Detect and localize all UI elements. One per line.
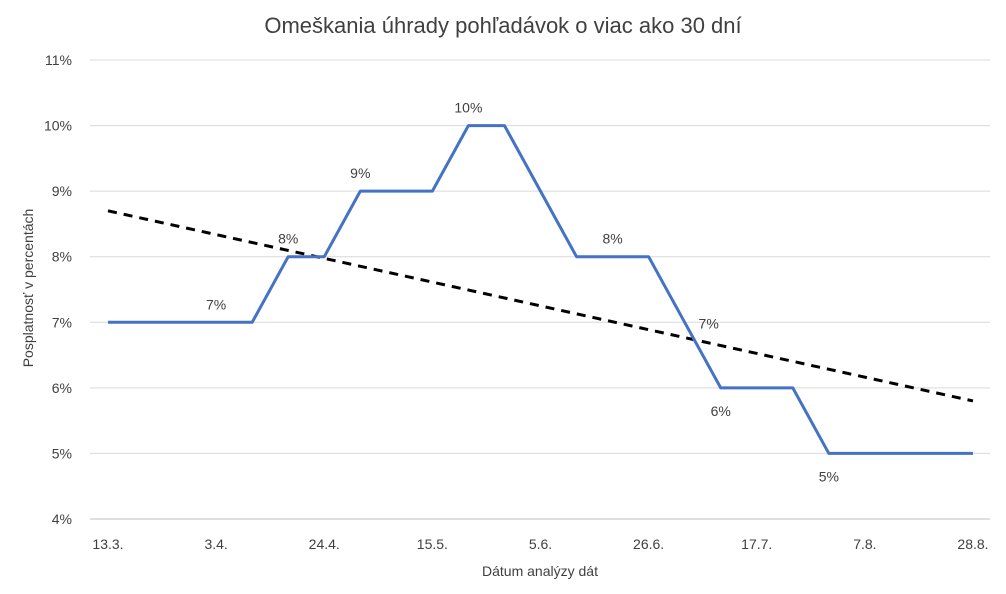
- trendline: [107, 209, 974, 403]
- y-tick-label: 7%: [52, 314, 72, 330]
- y-tick-label: 5%: [52, 445, 72, 461]
- y-tick-label: 9%: [52, 183, 72, 199]
- y-tick-label: 8%: [52, 249, 72, 265]
- y-tick-label: 11%: [45, 52, 72, 68]
- y-axis-ticks: 4% 5% 6% 7% 8% 9% 10% 11%: [44, 52, 72, 527]
- series-line: [108, 124, 973, 455]
- data-labels: 7% 8% 9% 10% 8% 7% 6% 5%: [206, 100, 839, 485]
- data-label: 5%: [819, 468, 839, 484]
- data-label: 8%: [602, 231, 622, 247]
- x-tick-label: 24.4.: [309, 536, 340, 552]
- x-axis-title: Dátum analýzy dát: [482, 563, 598, 579]
- data-label: 7%: [699, 315, 719, 331]
- data-label: 6%: [711, 403, 731, 419]
- x-tick-label: 17.7.: [741, 536, 772, 552]
- data-label: 7%: [206, 296, 226, 312]
- y-tick-label: 10%: [44, 118, 72, 134]
- chart-title: Omeškania úhrady pohľadávok o viac ako 3…: [264, 13, 741, 38]
- data-label: 10%: [454, 100, 482, 116]
- x-tick-label: 15.5.: [417, 536, 448, 552]
- y-axis-title: Posplatnosť v percentách: [20, 209, 36, 368]
- x-tick-label: 13.3.: [92, 536, 123, 552]
- x-tick-label: 28.8.: [957, 536, 988, 552]
- y-tick-label: 4%: [52, 511, 72, 527]
- x-tick-label: 26.6.: [633, 536, 664, 552]
- x-tick-label: 7.8.: [853, 536, 876, 552]
- data-label: 8%: [278, 231, 298, 247]
- x-axis-ticks: 13.3. 3.4. 24.4. 15.5. 5.6. 26.6. 17.7. 7.8. 28.…: [92, 536, 988, 552]
- y-tick-label: 6%: [52, 380, 72, 396]
- data-label: 9%: [350, 165, 370, 181]
- x-tick-label: 5.6.: [529, 536, 552, 552]
- x-tick-label: 3.4.: [204, 536, 227, 552]
